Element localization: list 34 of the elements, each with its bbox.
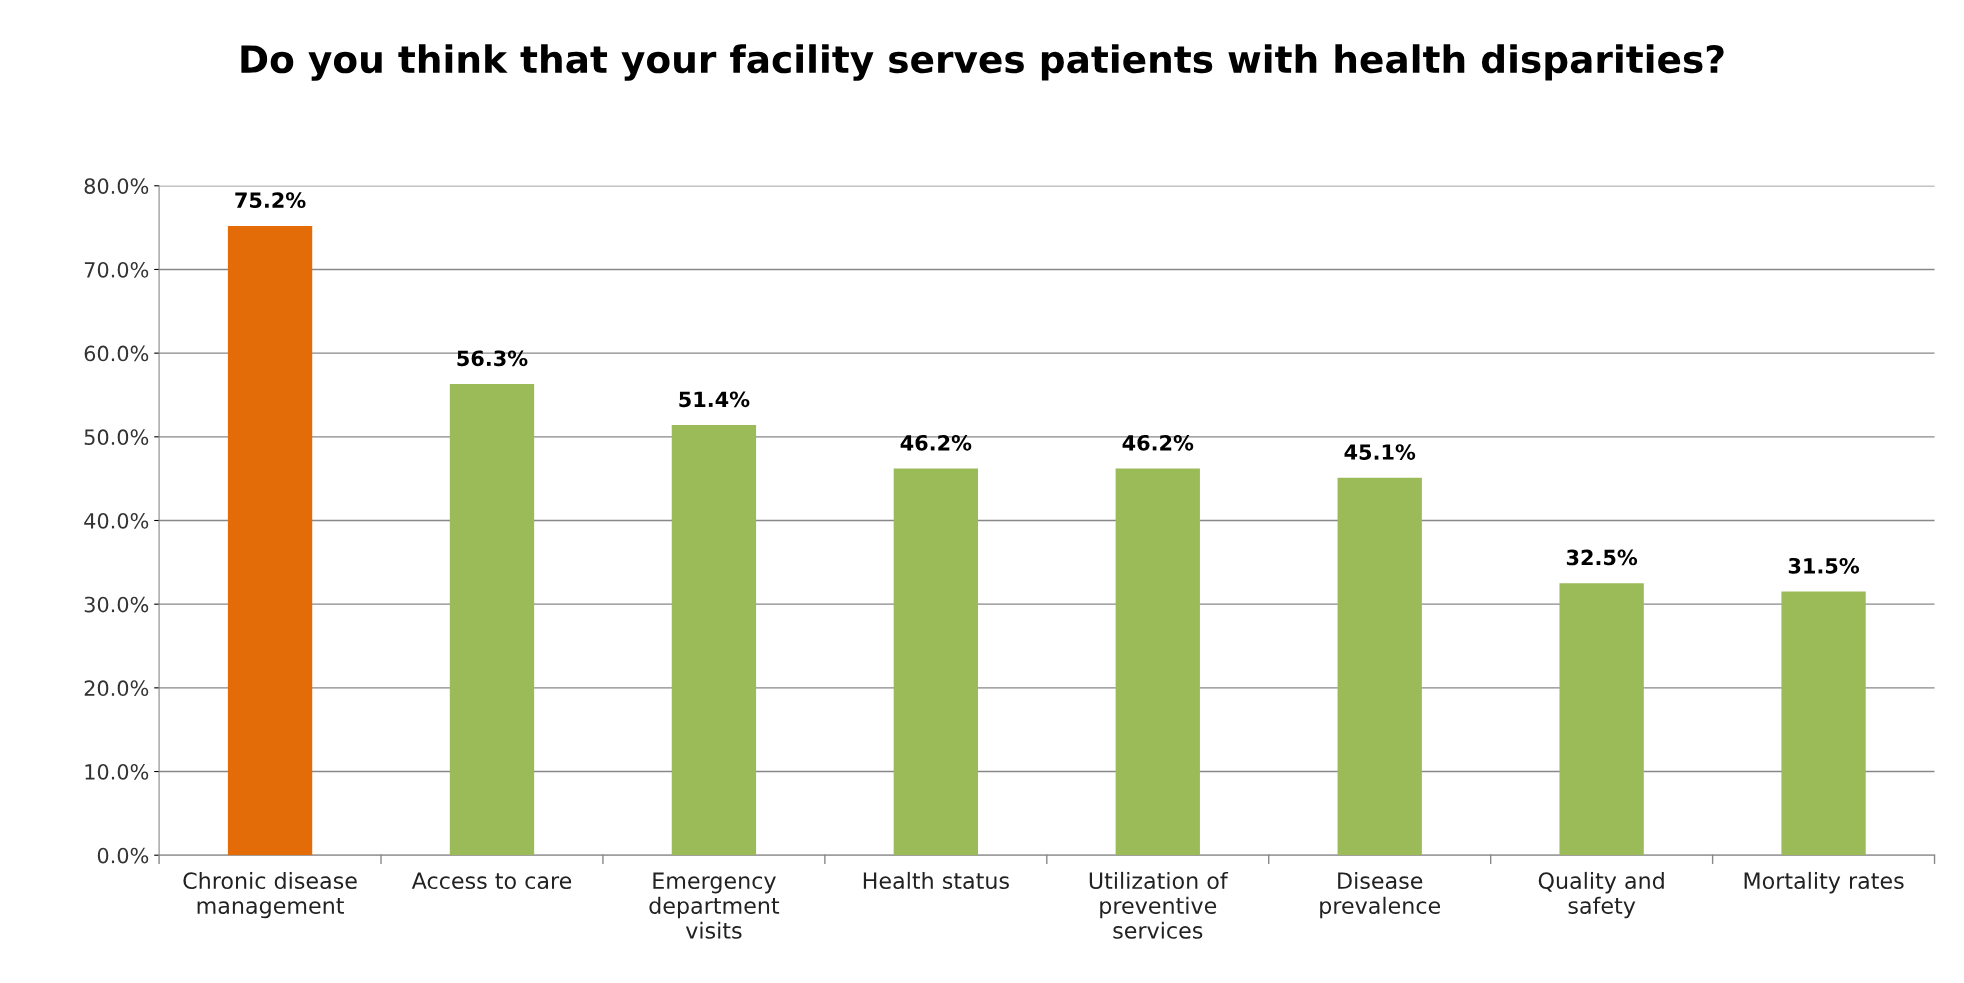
bar (893, 468, 979, 856)
x-tick-label: Quality and safety (1538, 871, 1664, 919)
data-label: 32.5% (1566, 549, 1638, 566)
data-label: 31.5% (1788, 557, 1860, 574)
y-tick-label: 20.0% (84, 680, 149, 697)
data-label: 46.2% (900, 434, 972, 451)
data-label: 51.4% (679, 391, 750, 408)
x-tick-label: Chronic disease management (183, 871, 357, 919)
x-tick-label: Health status (863, 871, 1009, 890)
bar (1337, 477, 1422, 856)
bar (1115, 468, 1200, 856)
x-tick-label: Utilization of preventive services (1089, 871, 1229, 939)
bar (227, 225, 313, 856)
y-tick-label: 60.0% (84, 345, 149, 362)
chart-title: Do you think that your facility serves patients with health disparities? (241, 44, 1724, 81)
data-label: 56.3% (457, 350, 528, 367)
y-tick-label: 40.0% (84, 512, 149, 529)
data-label: 45.1% (1344, 444, 1416, 460)
y-tick-label: 70.0% (84, 261, 149, 278)
y-tick-label: 10.0% (85, 763, 149, 780)
bar (1781, 591, 1866, 856)
bar (1559, 583, 1644, 856)
data-label: 46.2% (1122, 434, 1194, 451)
bar (449, 384, 535, 856)
data-label: 75.2% (235, 192, 306, 209)
y-tick-label: 30.0% (84, 596, 149, 613)
bar (671, 425, 757, 856)
x-tick-label: Disease prevalence (1320, 871, 1441, 919)
y-tick-label: 0.0% (97, 847, 149, 864)
x-tick-label: Emergency department visits (649, 872, 780, 939)
y-tick-label: 80.0% (84, 178, 149, 194)
x-tick-label: Access to care (411, 872, 572, 890)
x-tick-label: Mortality rates (1744, 871, 1904, 894)
y-tick-label: 50.0% (84, 429, 149, 446)
